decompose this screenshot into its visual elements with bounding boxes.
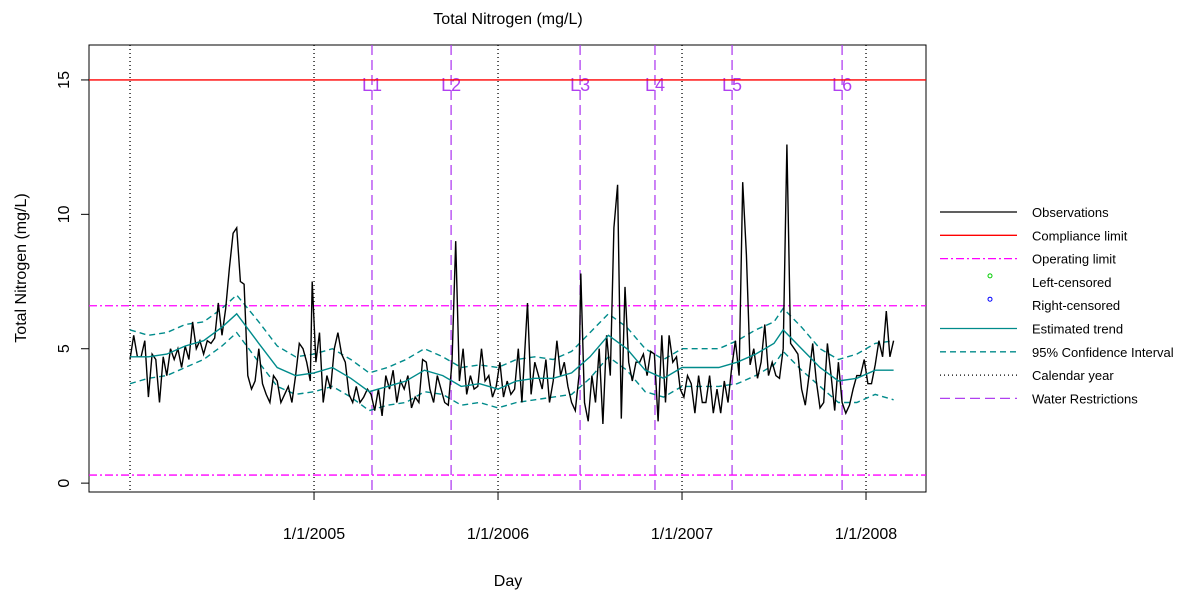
restriction-label: L6 [832, 75, 852, 95]
series-line [129, 144, 895, 425]
legend-label: Operating limit [1032, 252, 1116, 267]
y-axis-label: Total Nitrogen (mg/L) [13, 193, 30, 342]
legend-label: Calendar year [1032, 368, 1114, 383]
legend-label: 95% Confidence Interval [1032, 345, 1174, 360]
chart-title: Total Nitrogen (mg/L) [433, 11, 582, 28]
series-line [130, 312, 894, 393]
y-tick-label: 5 [56, 344, 73, 353]
y-tick-label: 15 [56, 71, 73, 89]
restriction-label: L5 [722, 75, 742, 95]
ci-line [129, 331, 894, 412]
legend-label: Estimated trend [1032, 322, 1123, 337]
legend-label: Left-censored [1032, 275, 1112, 290]
x-tick-label: 1/1/2007 [651, 526, 713, 543]
y-tick-label: 10 [56, 205, 73, 223]
restriction-label: L1 [362, 75, 382, 95]
legend-label: Water Restrictions [1032, 391, 1138, 406]
legend-symbol [987, 296, 993, 302]
x-tick-label: 1/1/2005 [283, 526, 345, 543]
x-axis-label: Day [494, 573, 522, 590]
restriction-label: L3 [570, 75, 590, 95]
restriction-label: L2 [441, 75, 461, 95]
y-tick-label: 0 [56, 479, 73, 488]
restriction-label: L4 [645, 75, 665, 95]
legend-symbol [987, 273, 993, 279]
legend-label: Right-censored [1032, 298, 1120, 313]
x-tick-label: 1/1/2008 [835, 526, 897, 543]
legend-label: Compliance limit [1032, 228, 1128, 243]
x-tick-label: 1/1/2006 [467, 526, 529, 543]
legend-label: Observations [1032, 205, 1109, 220]
ci-line [129, 293, 894, 374]
plot-frame [88, 44, 927, 493]
